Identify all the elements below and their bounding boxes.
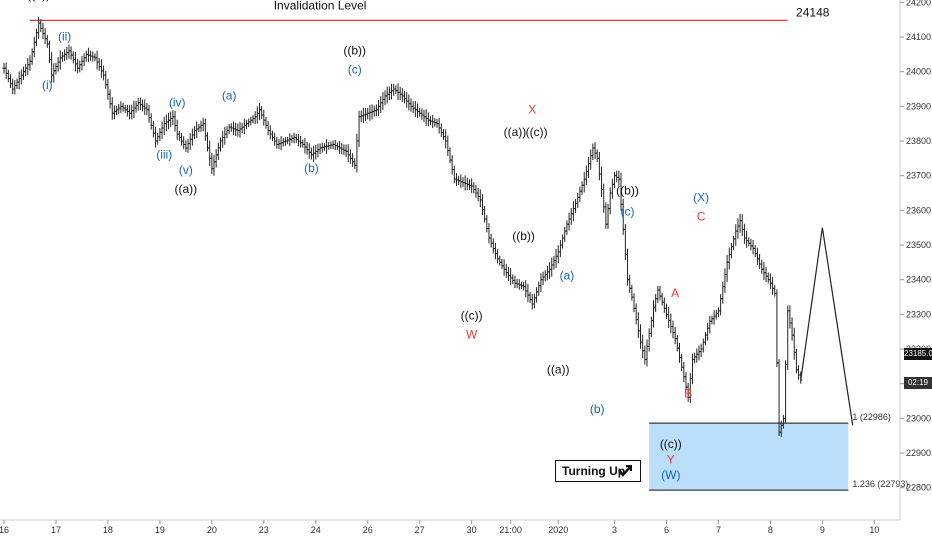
turning-up-badge: Turning Up xyxy=(555,460,641,482)
price-tick-label: 22800.0 xyxy=(906,483,932,493)
time-tick-label: 18 xyxy=(103,525,113,535)
time-tick-label: 21:00 xyxy=(499,525,522,535)
wave-labels: ((1)) Invalidation Level (ii) (i) (iv) (a) (ii… xyxy=(27,0,709,482)
time-axis: 16 17 18 19 20 23 24 26 27 30 21:00 2020 3 6 7 8 9 10 xyxy=(0,519,900,535)
time-tick-label: 27 xyxy=(415,525,425,535)
time-tick-label: 26 xyxy=(363,525,373,535)
price-tick-label: 24100.0 xyxy=(906,32,932,42)
wave-label: X xyxy=(528,102,536,116)
price-tick-label: 23400.0 xyxy=(906,275,932,285)
wave-label: ((a)) xyxy=(175,182,198,196)
wave-label: (b) xyxy=(304,161,319,175)
wave-label: ((a)) xyxy=(504,125,527,139)
wave-label: C xyxy=(697,210,706,224)
time-tick-label: 9 xyxy=(820,525,825,535)
time-tick-label: 2020 xyxy=(548,525,568,535)
price-tick-label: 23300.0 xyxy=(906,309,932,319)
wave-label: (i) xyxy=(42,78,53,92)
price-tick-label: 22900.0 xyxy=(906,448,932,458)
wave-label: (a) xyxy=(222,88,237,102)
wave-label: (X) xyxy=(693,191,709,205)
wave-label: (ii) xyxy=(58,29,71,43)
wave-label: ((b)) xyxy=(343,43,366,57)
time-tick-label: 30 xyxy=(467,525,477,535)
time-tick-label: 19 xyxy=(155,525,165,535)
invalidation-level: 24148 xyxy=(29,5,830,21)
time-tick-label: 7 xyxy=(716,525,721,535)
wave-label: (b) xyxy=(590,402,605,416)
price-tick-label: 23500.0 xyxy=(906,240,932,250)
wave-label: (c) xyxy=(621,205,635,219)
price-tick-label: 23900.0 xyxy=(906,101,932,111)
countdown-tag: 02:19 xyxy=(904,377,932,389)
wave-label: (W) xyxy=(661,468,680,482)
fib-upper-label: 1 (22986) xyxy=(852,412,891,422)
wave-label: (a) xyxy=(560,269,575,283)
wave-label: Y xyxy=(667,452,675,466)
time-tick-label: 17 xyxy=(51,525,61,535)
invalidation-value-label: 24148 xyxy=(796,5,830,19)
wave-label: (iv) xyxy=(169,95,186,109)
fib-zone-box xyxy=(649,423,849,491)
wave-label: W xyxy=(466,328,478,342)
wave-label: ((c)) xyxy=(526,125,548,139)
projection-line xyxy=(800,227,854,426)
price-tick-label: 23000.0 xyxy=(906,413,932,423)
wave-label: (c) xyxy=(348,62,362,76)
wave-label: Invalidation Level xyxy=(274,0,367,12)
price-tick-label: 23700.0 xyxy=(906,171,932,181)
wave-label: ((c)) xyxy=(461,309,483,323)
wave-label: ((c)) xyxy=(660,437,682,451)
wave-label: ((1)) xyxy=(27,0,50,2)
wave-label: ((b)) xyxy=(512,229,535,243)
time-tick-label: 24 xyxy=(311,525,321,535)
time-tick-label: 23 xyxy=(259,525,269,535)
price-tick-label: 23800.0 xyxy=(906,136,932,146)
current-price-tag: 23185.0 xyxy=(904,348,932,361)
price-tick-label: 24200.0 xyxy=(906,0,932,7)
wave-label: (iii) xyxy=(156,147,172,161)
wave-label: ((a)) xyxy=(547,362,570,376)
time-tick-label: 6 xyxy=(664,525,669,535)
price-axis: 24200.0 24100.0 24000.0 23900.0 23800.0 23700… xyxy=(899,0,932,520)
arrow-up-right-icon xyxy=(618,465,632,477)
wave-label: A xyxy=(671,286,679,300)
price-bars xyxy=(2,16,803,437)
time-tick-label: 3 xyxy=(612,525,617,535)
wave-label: (v) xyxy=(179,163,193,177)
time-tick-label: 20 xyxy=(207,525,217,535)
time-tick-label: 16 xyxy=(0,525,9,535)
price-tick-label: 23600.0 xyxy=(906,205,932,215)
turning-up-label: Turning Up xyxy=(562,464,626,478)
fib-lower-label: 1.236 (22793) xyxy=(852,479,908,489)
time-tick-label: 8 xyxy=(768,525,773,535)
time-tick-label: 10 xyxy=(869,525,879,535)
wave-label: B xyxy=(684,387,692,401)
projection-path xyxy=(800,227,854,426)
price-tick-label: 24000.0 xyxy=(906,67,932,77)
fib-zone: 1 (22986) 1.236 (22793) xyxy=(649,412,908,491)
wave-label: ((b)) xyxy=(616,184,639,198)
